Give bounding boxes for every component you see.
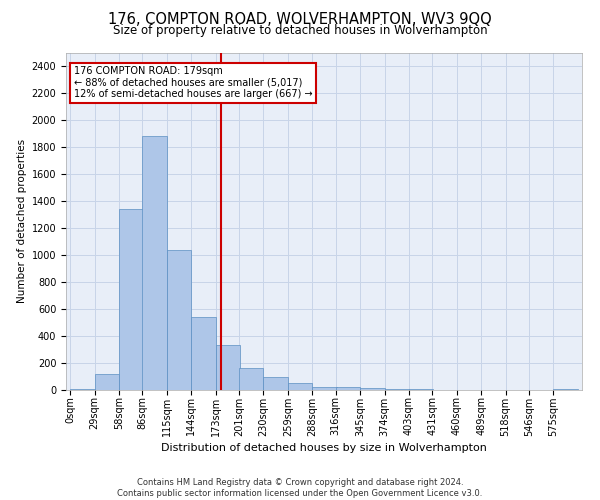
Text: Size of property relative to detached houses in Wolverhampton: Size of property relative to detached ho… <box>113 24 487 37</box>
Bar <box>215 346 240 390</box>
Bar <box>336 388 360 390</box>
Y-axis label: Number of detached properties: Number of detached properties <box>17 139 28 304</box>
Bar <box>385 388 409 390</box>
Text: 176 COMPTON ROAD: 179sqm
← 88% of detached houses are smaller (5,017)
12% of sem: 176 COMPTON ROAD: 179sqm ← 88% of detach… <box>74 66 313 99</box>
Bar <box>288 383 312 390</box>
Bar <box>167 250 191 390</box>
Text: Contains HM Land Registry data © Crown copyright and database right 2024.
Contai: Contains HM Land Registry data © Crown c… <box>118 478 482 498</box>
Bar <box>360 388 385 390</box>
Bar <box>263 376 288 390</box>
X-axis label: Distribution of detached houses by size in Wolverhampton: Distribution of detached houses by size … <box>161 442 487 452</box>
Bar <box>119 209 143 390</box>
Bar <box>191 317 215 390</box>
Bar <box>142 136 167 390</box>
Bar <box>239 368 263 390</box>
Bar <box>95 374 119 390</box>
Text: 176, COMPTON ROAD, WOLVERHAMPTON, WV3 9QQ: 176, COMPTON ROAD, WOLVERHAMPTON, WV3 9Q… <box>108 12 492 28</box>
Bar <box>312 386 337 390</box>
